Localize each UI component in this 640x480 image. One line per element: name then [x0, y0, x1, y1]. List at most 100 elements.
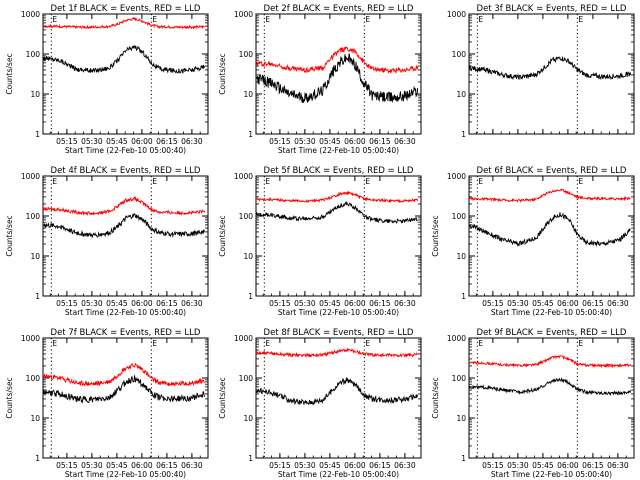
y-tick-label: 1000	[447, 334, 466, 343]
x-tick-label: 06:00	[557, 461, 579, 470]
y-tick-label: 10	[243, 252, 253, 261]
y-tick-label: 10	[243, 90, 253, 99]
event-marker-label: E	[265, 339, 270, 348]
lld-rate-line	[468, 188, 631, 203]
x-tick-label: 05:30	[294, 137, 316, 146]
y-tick-label: 10	[30, 252, 40, 261]
x-tick-label: 05:30	[81, 137, 103, 146]
x-tick-label: 06:30	[181, 299, 203, 308]
y-tick-label: 100	[26, 50, 41, 59]
x-tick-label: 06:30	[394, 461, 416, 470]
y-tick-label: 1000	[234, 172, 253, 181]
y-axis-label: Counts/sec	[5, 377, 14, 418]
x-tick-label: 06:15	[369, 299, 391, 308]
y-axis-label: Counts/sec	[218, 377, 227, 418]
y-tick-label: 10	[456, 252, 466, 261]
x-tick-label: 05:30	[81, 461, 103, 470]
event-marker-label: E	[478, 177, 483, 186]
y-tick-label: 1000	[21, 10, 40, 19]
detector-panel: Det 5f BLACK = Events, RED = LLD 1 10 100 10…	[218, 166, 422, 317]
x-tick-label: 06:00	[131, 461, 153, 470]
panel-title: Det 8f BLACK = Events, RED = LLD	[264, 328, 414, 338]
x-axis-label: Start Time (22-Feb-10 05:00:40)	[65, 146, 186, 155]
plot-frame	[42, 13, 209, 135]
x-tick-label: 05:15	[482, 299, 504, 308]
x-tick-label: 05:45	[106, 461, 128, 470]
y-axis-label: Counts/sec	[5, 53, 14, 94]
detector-panel: Det 2f BLACK = Events, RED = LLD 1 10 100 10…	[218, 4, 422, 155]
y-tick-label: 10	[30, 90, 40, 99]
panel-title: Det 3f BLACK = Events, RED = LLD	[477, 4, 627, 14]
y-axis-label: Counts/sec	[5, 215, 14, 256]
event-marker-label: E	[52, 177, 57, 186]
x-tick-label: 06:30	[394, 299, 416, 308]
event-rate-line	[42, 44, 206, 74]
event-rate-line	[42, 213, 206, 238]
x-tick-label: 05:30	[294, 461, 316, 470]
event-marker-label: E	[478, 15, 483, 24]
x-tick-label: 05:45	[319, 461, 341, 470]
x-axis-label: Start Time (22-Feb-10 05:00:40)	[491, 308, 612, 317]
x-axis-label: Start Time (22-Feb-10 05:00:40)	[278, 146, 399, 155]
y-tick-label: 100	[452, 374, 467, 383]
x-tick-label: 06:30	[607, 461, 629, 470]
x-tick-label: 06:00	[557, 299, 579, 308]
x-tick-label: 05:45	[532, 299, 554, 308]
y-tick-label: 100	[26, 212, 41, 221]
y-tick-label: 1000	[234, 334, 253, 343]
y-tick-label: 100	[452, 50, 467, 59]
x-axis-label: Start Time (22-Feb-10 05:00:40)	[491, 470, 612, 479]
y-tick-label: 1000	[447, 172, 466, 181]
detector-panel: Det 1f BLACK = Events, RED = LLD 1 10 100 10…	[5, 4, 209, 155]
y-tick-label: 1	[248, 130, 253, 139]
x-tick-label: 05:45	[532, 461, 554, 470]
y-tick-label: 1	[35, 130, 40, 139]
x-tick-label: 05:15	[56, 299, 78, 308]
y-tick-label: 100	[239, 212, 254, 221]
event-rate-line	[255, 200, 418, 224]
x-tick-label: 05:15	[269, 299, 291, 308]
y-axis-label: Counts/sec	[218, 215, 227, 256]
x-tick-label: 06:15	[156, 299, 178, 308]
x-tick-label: 06:00	[344, 461, 366, 470]
x-tick-label: 06:30	[607, 299, 629, 308]
event-marker-label: E	[578, 177, 583, 186]
y-tick-label: 1	[461, 454, 466, 463]
event-marker-label: E	[52, 15, 57, 24]
panel-title: Det 6f BLACK = Events, RED = LLD	[477, 166, 627, 176]
plot-frame	[42, 175, 209, 297]
lld-rate-line	[468, 354, 632, 369]
detector-panel: Det 7f BLACK = Events, RED = LLD 1 10 100 10…	[5, 328, 209, 479]
panel-title: Det 5f BLACK = Events, RED = LLD	[264, 166, 414, 176]
panel-title: Det 1f BLACK = Events, RED = LLD	[51, 4, 201, 14]
x-tick-label: 06:00	[131, 137, 153, 146]
lld-rate-line	[42, 362, 205, 387]
y-tick-label: 1000	[447, 10, 466, 19]
y-tick-label: 1	[35, 454, 40, 463]
y-tick-label: 10	[30, 414, 40, 423]
lld-rate-line	[255, 347, 419, 358]
x-tick-label: 06:00	[344, 137, 366, 146]
event-rate-line	[468, 56, 632, 81]
y-tick-label: 1	[248, 454, 253, 463]
x-tick-label: 06:00	[344, 299, 366, 308]
y-axis-label: Counts/sec	[218, 53, 227, 94]
x-tick-label: 06:00	[131, 299, 153, 308]
x-tick-label: 05:45	[106, 137, 128, 146]
y-axis-label: Counts/sec	[431, 215, 440, 256]
panel-title: Det 7f BLACK = Events, RED = LLD	[51, 328, 201, 338]
detector-panel: Det 8f BLACK = Events, RED = LLD 1 10 100 10…	[218, 328, 422, 479]
detector-panel: Det 4f BLACK = Events, RED = LLD 1 10 100 10…	[5, 166, 209, 317]
x-tick-label: 06:15	[582, 299, 604, 308]
event-marker-label: E	[578, 339, 583, 348]
detector-panel: Det 6f BLACK = Events, RED = LLD 1 10 100 10…	[431, 166, 635, 317]
x-tick-label: 05:15	[56, 461, 78, 470]
y-tick-label: 1000	[21, 334, 40, 343]
x-tick-label: 05:45	[319, 299, 341, 308]
event-rate-line	[255, 53, 419, 104]
event-marker-label: E	[152, 339, 157, 348]
event-marker-label: E	[152, 15, 157, 24]
lld-rate-line	[42, 16, 206, 30]
event-marker-label: E	[578, 15, 583, 24]
